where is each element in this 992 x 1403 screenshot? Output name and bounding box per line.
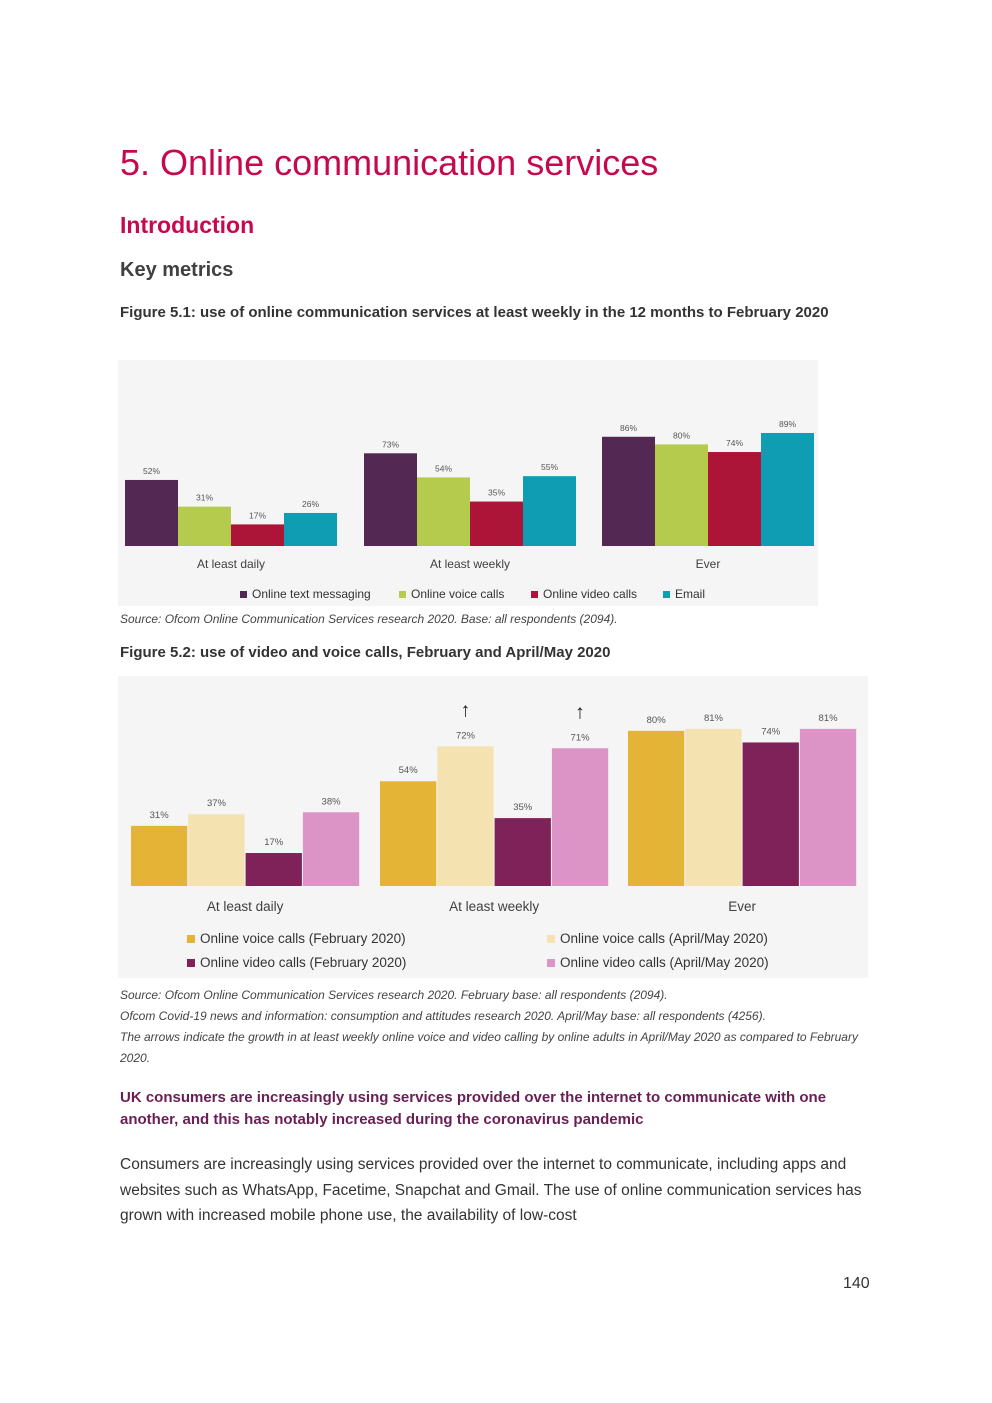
category-label-at-least-daily: At least daily [197,557,265,571]
figure-5-2-source-line-2: Ofcom Covid-19 news and information: con… [120,1009,766,1023]
figure-5-1-chart-container: 52% 31% 17% 26% At least daily 73% 54% 35% 55% At… [118,360,818,606]
data-label-online-video-calls-february-2020-at-least-daily: 17% [264,837,284,848]
category-label-at-least-weekly: At least weekly [430,557,510,571]
legend-label-online-video-calls-april-may-2020: Online video calls (April/May 2020) [560,955,769,970]
bar-online-video-calls-at-least-daily [231,524,284,546]
subheading-key-metrics: Key metrics [120,259,234,281]
legend-label-email: Email [675,587,705,601]
figure-5-2-chart: 31% 37% 17% 38% At least daily 54% 72% ↑ 35% 71% ↑… [131,699,857,970]
category-label-ever: Ever [728,899,756,914]
bar-online-voice-calls-april-may-2020-at-least-weekly [437,746,494,886]
data-label-online-video-calls-april-may-2020-ever: 81% [819,713,839,724]
figure-5-2-source-line-3: The arrows indicate the growth in at lea… [120,1030,858,1065]
bar-online-video-calls-april-may-2020-ever [799,728,857,886]
bar-online-text-messaging-at-least-daily [125,479,178,546]
bar-online-text-messaging-ever [602,436,655,546]
legend-swatch-online-video-calls-february-2020 [187,959,195,967]
data-label-online-video-calls-february-2020-at-least-weekly: 35% [513,802,533,813]
data-label-online-video-calls-at-least-weekly: 35% [488,488,505,498]
figure-5-1-source: Source: Ofcom Online Communication Servi… [120,612,618,626]
legend-label-online-video-calls: Online video calls [543,587,637,601]
page-number: 140 [843,1275,870,1292]
bar-online-voice-calls-february-2020-ever [628,730,685,886]
data-label-online-voice-calls-april-may-2020-at-least-weekly: 72% [456,730,476,741]
data-label-online-voice-calls-at-least-weekly: 54% [435,463,452,473]
legend-swatch-email [663,591,670,598]
legend-swatch-online-video-calls [531,591,538,598]
data-label-online-video-calls-february-2020-ever: 74% [761,726,781,737]
data-label-online-text-messaging-at-least-daily: 52% [143,466,160,476]
legend-swatch-online-voice-calls-february-2020 [187,935,195,943]
data-label-online-voice-calls-april-may-2020-ever: 81% [704,713,724,724]
legend-swatch-online-video-calls-april-may-2020 [547,959,555,967]
bar-online-voice-calls-february-2020-at-least-weekly [380,781,437,886]
legend-label-online-voice-calls-february-2020: Online voice calls (February 2020) [200,931,406,946]
bar-online-text-messaging-at-least-weekly [364,453,417,546]
data-label-online-voice-calls-february-2020-ever: 80% [647,715,667,726]
data-label-online-voice-calls-february-2020-at-least-daily: 31% [150,810,170,821]
data-label-email-at-least-weekly: 55% [541,462,558,472]
bar-online-voice-calls-at-least-weekly [417,477,470,546]
bar-email-ever [761,432,814,546]
bar-online-video-calls-february-2020-ever [742,742,799,886]
bar-online-voice-calls-ever [655,444,708,546]
body-paragraph: Consumers are increasingly using service… [120,1156,862,1224]
legend-label-online-text-messaging: Online text messaging [252,587,371,601]
legend-label-online-video-calls-february-2020: Online video calls (February 2020) [200,955,406,970]
data-label-online-voice-calls-ever: 80% [673,430,690,440]
bar-online-video-calls-at-least-weekly [470,501,523,546]
legend-label-online-voice-calls: Online voice calls [411,587,504,601]
data-label-online-voice-calls-february-2020-at-least-weekly: 54% [399,765,419,776]
growth-arrow-icon: ↑ [460,699,470,721]
category-label-at-least-weekly: At least weekly [449,899,539,914]
bar-online-voice-calls-april-may-2020-ever [685,728,742,886]
bar-online-voice-calls-at-least-daily [178,506,231,546]
bar-online-video-calls-february-2020-at-least-weekly [494,818,551,886]
bar-email-at-least-weekly [523,476,576,546]
bar-online-voice-calls-april-may-2020-at-least-daily [188,814,245,886]
legend-swatch-online-text-messaging [240,591,247,598]
bar-online-voice-calls-february-2020-at-least-daily [131,825,188,886]
data-label-online-video-calls-ever: 74% [726,438,743,448]
data-label-online-video-calls-at-least-daily: 17% [249,510,266,520]
section-heading-introduction: Introduction [120,212,255,238]
data-label-online-video-calls-april-may-2020-at-least-weekly: 71% [571,732,591,743]
bar-online-video-calls-april-may-2020-at-least-weekly [551,748,609,886]
legend-swatch-online-voice-calls-april-may-2020 [547,935,555,943]
highlight-statement: UK consumers are increasingly using serv… [120,1089,827,1128]
bar-online-video-calls-february-2020-at-least-daily [245,853,302,886]
data-label-email-at-least-daily: 26% [302,499,319,509]
bar-email-at-least-daily [284,512,337,546]
growth-arrow-icon: ↑ [575,701,585,723]
category-label-ever: Ever [696,557,721,571]
figure-5-2-source-line-1: Source: Ofcom Online Communication Servi… [120,988,668,1002]
bar-online-video-calls-ever [708,452,761,546]
figure-5-2-chart-container: 31% 37% 17% 38% At least daily 54% 72% ↑ 35% 71% ↑… [118,676,868,978]
legend-swatch-online-voice-calls [399,591,406,598]
data-label-email-ever: 89% [779,419,796,429]
data-label-online-video-calls-april-may-2020-at-least-daily: 38% [322,796,342,807]
figure-5-1-chart: 52% 31% 17% 26% At least daily 73% 54% 35% 55% At… [125,419,814,601]
legend-label-online-voice-calls-april-may-2020: Online voice calls (April/May 2020) [560,931,768,946]
figure-5-1-caption: Figure 5.1: use of online communication … [120,304,829,321]
figure-5-2-caption: Figure 5.2: use of video and voice calls… [120,644,611,661]
data-label-online-voice-calls-april-may-2020-at-least-daily: 37% [207,798,227,809]
data-label-online-text-messaging-ever: 86% [620,423,637,433]
category-label-at-least-daily: At least daily [207,899,284,914]
data-label-online-voice-calls-at-least-daily: 31% [196,493,213,503]
bar-online-video-calls-april-may-2020-at-least-daily [302,812,360,886]
data-label-online-text-messaging-at-least-weekly: 73% [382,439,399,449]
chapter-title: 5. Online communication services [120,142,659,183]
